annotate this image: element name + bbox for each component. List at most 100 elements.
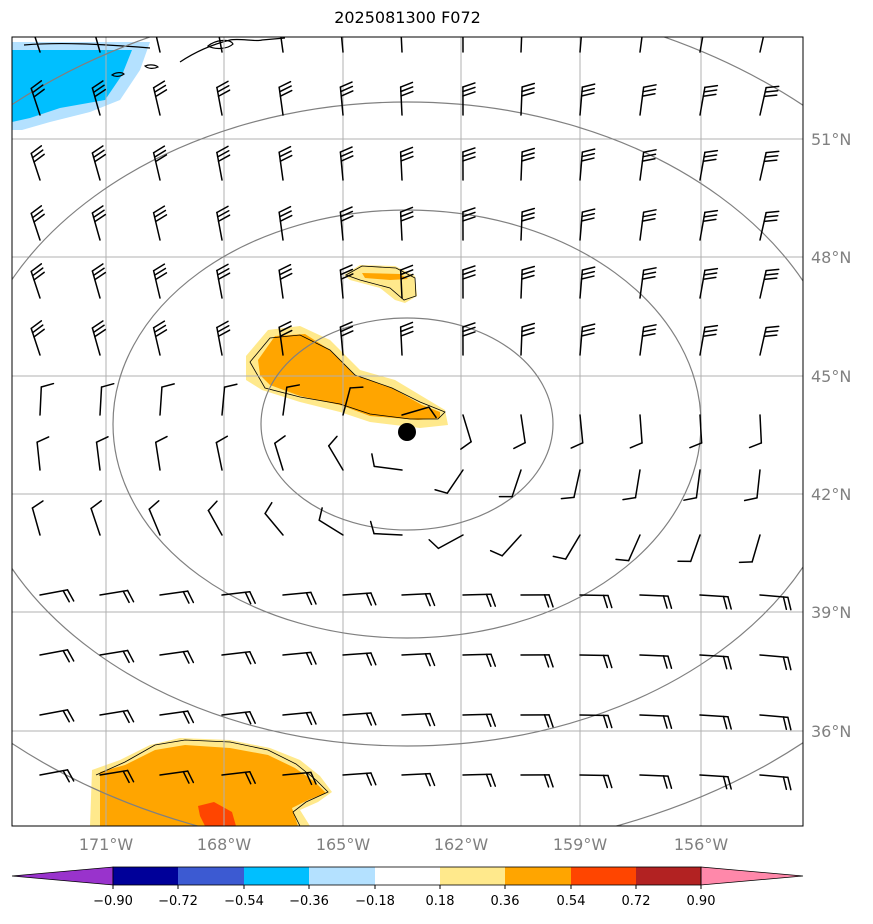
wind-barb — [99, 769, 135, 784]
wind-barb — [274, 435, 286, 471]
map-frame — [11, 36, 804, 827]
colorbar-tick-label: 0.36 — [491, 894, 520, 909]
positive-shade-south — [100, 745, 326, 826]
wind-barb — [399, 264, 414, 299]
wind-barb — [639, 654, 673, 670]
longitude-label: 159°W — [553, 835, 608, 854]
wind-barb — [579, 37, 583, 53]
wind-barb — [759, 325, 780, 356]
range-rings — [12, 37, 803, 826]
wind-barb — [462, 593, 497, 608]
wind-barb — [462, 82, 476, 116]
wind-barb — [639, 209, 657, 241]
coastline — [23, 37, 286, 77]
wind-barb — [282, 711, 317, 726]
wind-barb — [699, 324, 719, 356]
wind-barb — [462, 265, 476, 299]
wind-barb — [342, 386, 364, 416]
wind-barb — [399, 321, 414, 356]
wind-barb — [342, 592, 377, 606]
wind-barb — [39, 382, 55, 416]
wind-barb — [639, 267, 657, 299]
wind-barb — [462, 37, 464, 53]
wind-barb — [99, 709, 135, 724]
wind-barb — [99, 589, 135, 604]
contour-lines — [95, 265, 446, 826]
wind-barb — [30, 205, 45, 241]
wind-barb — [759, 774, 792, 791]
colorbar-outline — [112, 866, 702, 886]
wind-barbs — [30, 37, 792, 791]
wind-barb — [216, 263, 231, 299]
wind-barb — [462, 713, 497, 728]
wind-barb — [216, 205, 231, 241]
wind-barb — [152, 320, 168, 356]
longitude-label: 165°W — [316, 835, 371, 854]
wind-barb — [91, 320, 107, 356]
wind-barb — [677, 534, 701, 563]
wind-barb — [340, 37, 344, 53]
storm-center-marker — [398, 423, 416, 441]
latitude-label: 48°N — [811, 248, 851, 267]
wind-barb — [434, 469, 464, 494]
wind-barb — [39, 649, 75, 663]
wind-barb — [622, 469, 641, 501]
wind-barb — [579, 83, 596, 116]
wind-barb — [639, 594, 673, 610]
wind-barb — [91, 80, 107, 116]
colorbar-tick-label: 0.90 — [687, 894, 716, 909]
colorbar-tick-label: −0.36 — [289, 894, 329, 909]
wind-barb — [579, 266, 596, 299]
wind-barb — [743, 469, 761, 502]
wind-barb — [30, 145, 45, 181]
wind-barb — [342, 772, 377, 786]
wind-barb — [520, 774, 554, 788]
wind-barb — [159, 650, 195, 664]
wind-barb — [399, 81, 414, 116]
wind-barb — [748, 414, 763, 449]
wind-barb — [339, 206, 354, 241]
wind-barb — [152, 205, 168, 241]
wind-barb — [520, 654, 554, 668]
wind-barb — [699, 209, 719, 241]
latitude-label: 42°N — [811, 485, 851, 504]
graticule — [12, 37, 803, 826]
positive-shade — [258, 334, 440, 420]
wind-barb — [207, 500, 223, 536]
colorbar-extend-low — [11, 866, 114, 886]
wind-barb — [221, 650, 256, 665]
wind-barb — [552, 534, 581, 560]
wind-barb — [579, 594, 613, 609]
range-ring — [260, 317, 554, 531]
wind-barb — [579, 323, 596, 356]
colorbar-segment — [375, 867, 440, 885]
wind-barb — [462, 207, 476, 241]
wind-barb — [99, 649, 135, 664]
wind-barb — [399, 206, 414, 241]
wind-barb — [221, 770, 256, 785]
latitude-label: 36°N — [811, 722, 851, 741]
wind-barb — [759, 85, 780, 116]
wind-barb — [401, 592, 436, 607]
wind-barb — [759, 210, 780, 241]
wind-barb — [570, 414, 584, 449]
wind-barb — [759, 268, 780, 299]
wind-barb — [90, 500, 102, 536]
wind-barb — [278, 263, 293, 299]
wind-barb — [159, 710, 195, 724]
colorbar-tick-label: −0.90 — [93, 894, 133, 909]
wind-barb — [683, 469, 701, 501]
colorbar-segment — [571, 867, 636, 885]
shading-layer — [12, 42, 448, 826]
wind-barb — [155, 37, 161, 53]
wind-barb — [579, 714, 613, 729]
colorbar-segment — [505, 867, 571, 885]
wind-barb — [579, 208, 596, 241]
range-ring — [12, 101, 803, 747]
wind-barb — [39, 769, 75, 783]
wind-barb — [216, 320, 231, 356]
wind-barb — [342, 712, 377, 726]
wind-barb — [152, 145, 168, 181]
colorbar-tick-label: 0.72 — [622, 894, 651, 909]
